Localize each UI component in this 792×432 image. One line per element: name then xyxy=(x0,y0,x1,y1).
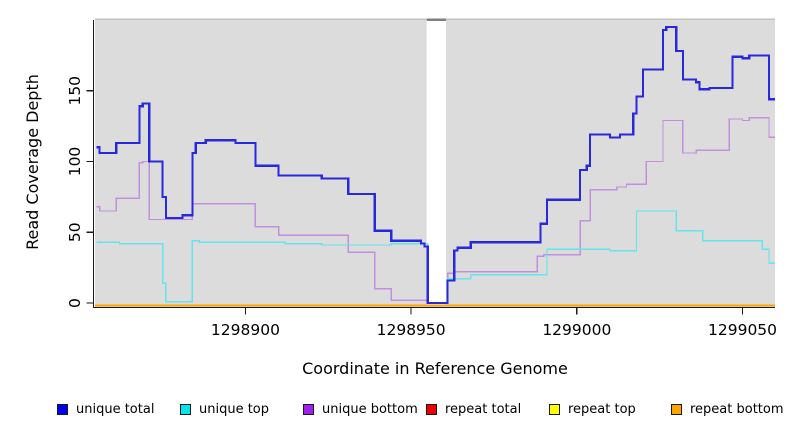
y-axis-title: Read Coverage Depth xyxy=(23,74,42,250)
y-tick-label: 0 xyxy=(66,298,84,308)
x-tick-label: 1299050 xyxy=(708,321,777,339)
x-tick-label: 1298900 xyxy=(211,321,280,339)
legend-item-repeat-total: repeat total xyxy=(426,398,521,420)
legend-label: repeat total xyxy=(445,401,522,417)
x-tick-label: 1298950 xyxy=(377,321,446,339)
legend: unique total unique top unique bottom repea… xyxy=(0,398,792,424)
x-axis-title: Coordinate in Reference Genome xyxy=(302,359,568,378)
legend-label: repeat bottom xyxy=(690,401,784,417)
series-line-unique-bottom xyxy=(96,116,775,304)
y-tick-label: 100 xyxy=(66,147,84,177)
legend-swatch-unique-bottom xyxy=(303,403,314,415)
legend-item-repeat-bottom: repeat bottom xyxy=(671,398,784,420)
legend-label: unique total xyxy=(76,401,155,417)
legend-label: unique bottom xyxy=(322,401,418,417)
gap-top-cap xyxy=(426,18,446,21)
y-tick-label: 150 xyxy=(66,76,84,106)
legend-swatch-repeat-bottom xyxy=(671,403,682,415)
legend-swatch-unique-total xyxy=(57,403,68,415)
legend-item-unique-bottom: unique bottom xyxy=(303,398,418,420)
legend-swatch-repeat-total xyxy=(426,403,437,415)
legend-swatch-repeat-top xyxy=(549,403,560,415)
legend-label: unique top xyxy=(199,401,270,417)
legend-item-repeat-top: repeat top xyxy=(549,398,636,420)
legend-item-unique-top: unique top xyxy=(180,398,269,420)
x-tick-label: 1299000 xyxy=(542,321,611,339)
legend-label: repeat top xyxy=(568,401,636,417)
legend-swatch-unique-top xyxy=(180,403,191,415)
y-tick-label: 50 xyxy=(66,222,84,242)
gap-band xyxy=(426,18,446,305)
legend-item-unique-total: unique total xyxy=(57,398,154,420)
series-line-unique-total xyxy=(96,26,775,305)
